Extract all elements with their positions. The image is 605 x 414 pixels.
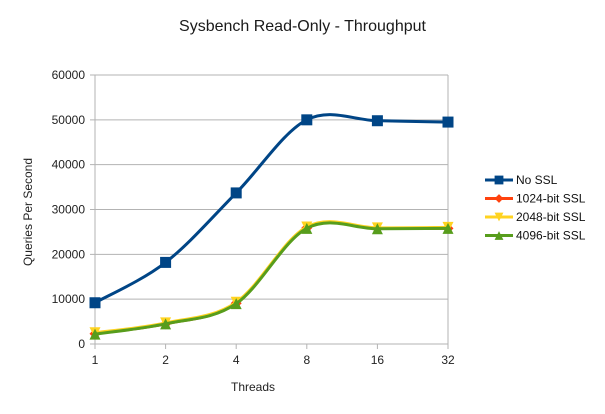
data-point-marker	[371, 115, 383, 127]
legend-item: 4096-bit SSL	[485, 229, 586, 243]
legend-item: No SSL	[485, 173, 558, 187]
legend-item: 2048-bit SSL	[485, 210, 586, 224]
legend-label: 2048-bit SSL	[516, 210, 586, 224]
data-point-marker	[301, 114, 313, 126]
x-axis-ticks: 1 2 4 8 16 32	[92, 344, 455, 367]
y-tick-label: 0	[78, 337, 85, 351]
data-point-marker	[230, 298, 242, 310]
legend-marker-icon	[494, 175, 504, 185]
gridlines	[90, 74, 448, 345]
legend-marker-icon	[494, 212, 504, 222]
x-tick-label: 4	[233, 353, 240, 367]
series-line	[94, 221, 449, 336]
series-lines	[89, 113, 454, 340]
legend-label: 1024-bit SSL	[516, 192, 586, 206]
legend-marker-icon	[494, 194, 504, 203]
x-tick-label: 32	[441, 353, 455, 367]
series-no-ssl	[89, 113, 454, 309]
data-point-marker	[89, 328, 101, 340]
data-point-marker	[301, 222, 313, 234]
x-tick-label: 8	[303, 353, 310, 367]
y-tick-label: 50000	[52, 113, 86, 127]
y-tick-label: 10000	[52, 292, 86, 306]
data-point-marker	[160, 256, 172, 268]
series-4096-bit-ssl	[89, 221, 454, 340]
data-point-marker	[442, 222, 454, 234]
x-tick-label: 1	[92, 353, 99, 367]
y-tick-label: 30000	[52, 203, 86, 217]
y-axis-ticks: 0 10000 20000 30000 40000 50000 60000	[52, 68, 86, 351]
y-tick-label: 60000	[52, 68, 86, 82]
y-tick-label: 20000	[52, 247, 86, 261]
y-tick-label: 40000	[52, 158, 86, 172]
chart-title: Sysbench Read-Only - Throughput	[179, 18, 426, 35]
data-point-marker	[230, 187, 242, 199]
series-line	[94, 113, 449, 305]
data-point-marker	[89, 297, 101, 309]
y-axis-title: Queries Per Second	[21, 158, 35, 266]
legend-label: No SSL	[516, 173, 558, 187]
x-tick-label: 2	[162, 353, 169, 367]
legend-marker-icon	[494, 231, 504, 240]
legend-item: 1024-bit SSL	[485, 192, 586, 206]
x-axis-title: Threads	[231, 380, 275, 394]
series-1024-bit-ssl	[89, 220, 454, 340]
series-2048-bit-ssl	[89, 220, 454, 339]
legend-label: 4096-bit SSL	[516, 229, 586, 243]
axes	[94, 75, 449, 349]
data-point-marker	[371, 223, 383, 235]
legend: No SSL 1024-bit SSL 2048-bit SSL 4096-bit S…	[485, 173, 586, 243]
series-line	[94, 220, 449, 336]
x-tick-label: 16	[371, 353, 385, 367]
series-line	[94, 220, 449, 335]
data-point-marker	[442, 116, 454, 128]
data-point-marker	[160, 318, 172, 330]
